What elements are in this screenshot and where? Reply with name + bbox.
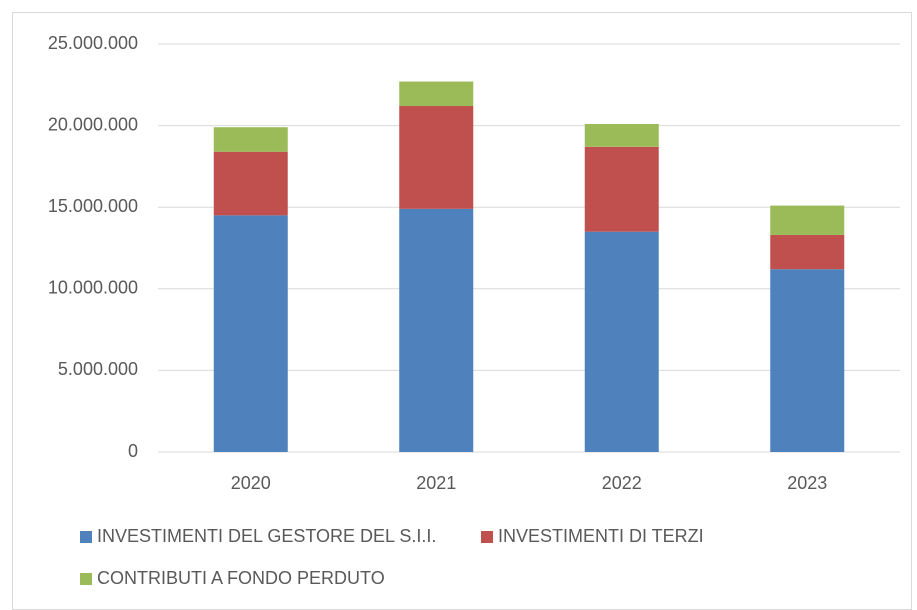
legend-swatch [80,531,92,543]
x-tick-label: 2023 [787,473,827,493]
y-tick-label: 20.000.000 [48,114,138,134]
y-tick-label: 25.000.000 [48,33,138,53]
legend-label: CONTRIBUTI A FONDO PERDUTO [97,568,385,588]
bar-segment [770,269,845,452]
legend-label: INVESTIMENTI DI TERZI [498,526,704,546]
y-tick-label: 15.000.000 [48,196,138,216]
bar-segment [399,208,474,452]
x-tick-label: 2020 [231,473,271,493]
bar-segment [770,234,845,270]
x-tick-label: 2021 [416,473,456,493]
bar-segment [213,215,288,452]
bar-segment [770,205,845,235]
bar-segment [584,146,659,232]
bar-segment [584,231,659,452]
legend-swatch [80,573,92,585]
y-tick-label: 0 [128,441,138,461]
x-tick-label: 2022 [602,473,642,493]
y-tick-label: 10.000.000 [48,278,138,298]
y-tick-label: 5.000.000 [58,359,138,379]
bar-segment [213,127,288,152]
bar-segment [213,151,288,216]
bar-segment [399,81,474,107]
legend-label: INVESTIMENTI DEL GESTORE DEL S.I.I. [97,526,436,546]
legend-swatch [481,531,493,543]
bar-segment [399,106,474,209]
bar-segment [584,123,659,147]
